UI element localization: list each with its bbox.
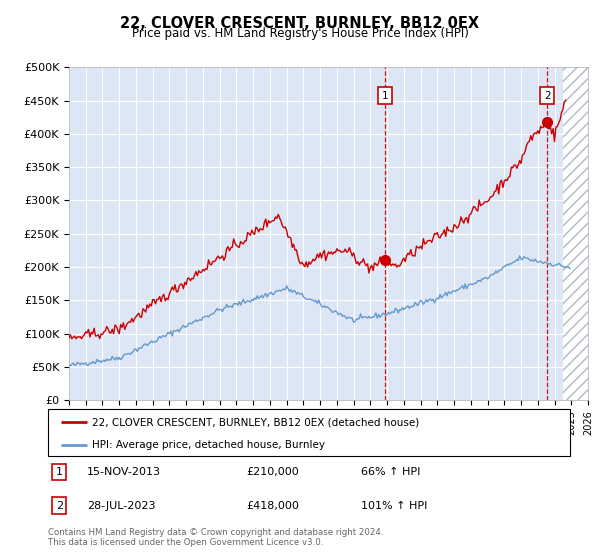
Text: Price paid vs. HM Land Registry's House Price Index (HPI): Price paid vs. HM Land Registry's House … bbox=[131, 27, 469, 40]
Text: 1: 1 bbox=[56, 467, 63, 477]
Text: 28-JUL-2023: 28-JUL-2023 bbox=[87, 501, 155, 511]
Text: 22, CLOVER CRESCENT, BURNLEY, BB12 0EX: 22, CLOVER CRESCENT, BURNLEY, BB12 0EX bbox=[121, 16, 479, 31]
Bar bbox=[563, 67, 588, 400]
Bar bbox=[563, 67, 588, 400]
Text: £210,000: £210,000 bbox=[247, 467, 299, 477]
Text: 22, CLOVER CRESCENT, BURNLEY, BB12 0EX (detached house): 22, CLOVER CRESCENT, BURNLEY, BB12 0EX (… bbox=[92, 417, 419, 427]
Text: HPI: Average price, detached house, Burnley: HPI: Average price, detached house, Burn… bbox=[92, 440, 325, 450]
Text: 15-NOV-2013: 15-NOV-2013 bbox=[87, 467, 161, 477]
Text: 1: 1 bbox=[382, 91, 388, 101]
Text: 101% ↑ HPI: 101% ↑ HPI bbox=[361, 501, 428, 511]
Text: £418,000: £418,000 bbox=[247, 501, 299, 511]
Text: Contains HM Land Registry data © Crown copyright and database right 2024.
This d: Contains HM Land Registry data © Crown c… bbox=[48, 528, 383, 547]
Text: 2: 2 bbox=[56, 501, 63, 511]
Text: 66% ↑ HPI: 66% ↑ HPI bbox=[361, 467, 421, 477]
Text: 2: 2 bbox=[544, 91, 551, 101]
